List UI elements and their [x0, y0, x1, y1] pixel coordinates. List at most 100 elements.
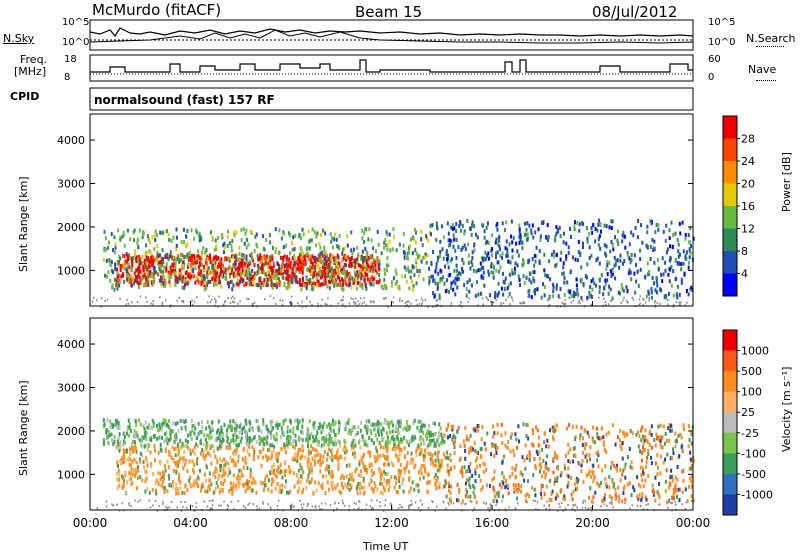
scatter-cell	[407, 256, 410, 261]
scatter-cell	[518, 439, 521, 444]
scatter-cell	[234, 267, 237, 272]
scatter-cell	[362, 259, 365, 264]
scatter-cell	[438, 468, 441, 473]
scatter-cell	[450, 424, 453, 429]
scatter-cell	[664, 489, 667, 494]
scatter-cell	[291, 444, 294, 449]
scatter-cell	[138, 228, 141, 233]
scatter-cell	[533, 456, 536, 461]
scatter-cell	[426, 480, 429, 485]
scatter-cell	[147, 443, 150, 448]
scatter-cell	[678, 252, 681, 257]
scatter-cell	[609, 269, 612, 274]
scatter-cell	[178, 459, 181, 464]
scatter-cell	[148, 423, 151, 428]
scatter-cell	[274, 276, 277, 281]
scatter-cell	[270, 489, 273, 494]
scatter-cell	[404, 426, 407, 431]
scatter-cell	[218, 490, 221, 495]
scatter-cell	[270, 266, 273, 271]
scatter-cell	[476, 423, 479, 428]
noise-cell	[106, 298, 109, 301]
scatter-cell	[688, 287, 691, 292]
scatter-cell	[285, 270, 288, 275]
scatter-cell	[587, 495, 590, 500]
scatter-cell	[146, 265, 149, 270]
scatter-cell	[480, 455, 483, 460]
scatter-cell	[190, 253, 193, 258]
scatter-cell	[511, 471, 514, 476]
scatter-cell	[514, 432, 517, 437]
scatter-cell	[298, 233, 301, 238]
scatter-cell	[453, 237, 456, 242]
scatter-cell	[301, 421, 304, 426]
scatter-cell	[671, 474, 674, 479]
scatter-cell	[372, 489, 375, 494]
scatter-cell	[141, 261, 144, 266]
scatter-cell	[206, 271, 209, 276]
scatter-cell	[216, 460, 219, 465]
scatter-cell	[179, 252, 182, 257]
scatter-cell	[116, 286, 119, 291]
noise-cell	[290, 295, 293, 298]
scatter-cell	[240, 228, 243, 233]
scatter-cell	[202, 452, 205, 457]
scatter-cell	[181, 253, 184, 258]
scatter-cell	[452, 233, 455, 238]
scatter-cell	[370, 431, 373, 436]
scatter-cell	[170, 268, 173, 273]
scatter-cell	[283, 442, 286, 447]
scatter-cell	[436, 454, 439, 459]
scatter-cell	[144, 479, 147, 484]
scatter-cell	[553, 254, 556, 259]
scatter-cell	[573, 220, 576, 225]
scatter-cell	[244, 231, 247, 236]
noise-cell	[251, 302, 254, 305]
scatter-cell	[272, 268, 275, 273]
scatter-cell	[232, 255, 235, 260]
scatter-cell	[538, 469, 541, 474]
scatter-cell	[177, 449, 180, 454]
scatter-cell	[286, 255, 289, 260]
scatter-cell	[466, 490, 469, 495]
scatter-cell	[153, 276, 156, 281]
scatter-cell	[232, 473, 235, 478]
scatter-cell	[241, 258, 244, 263]
scatter-cell	[417, 273, 420, 278]
scatter-cell	[525, 227, 528, 232]
scatter-cell	[400, 447, 403, 452]
scatter-cell	[624, 497, 627, 502]
scatter-cell	[162, 420, 165, 425]
scatter-cell	[215, 254, 218, 259]
scatter-cell	[493, 469, 496, 474]
scatter-cell	[174, 282, 177, 287]
scatter-cell	[244, 460, 247, 465]
scatter-cell	[572, 446, 575, 451]
scatter-cell	[176, 443, 179, 448]
scatter-cell	[221, 433, 224, 438]
scatter-cell	[117, 228, 120, 233]
scatter-cell	[282, 255, 285, 260]
noise-cell	[618, 501, 620, 504]
scatter-cell	[461, 470, 464, 475]
scatter-cell	[455, 237, 458, 242]
scatter-cell	[498, 247, 501, 252]
scatter-cell	[373, 260, 376, 265]
scatter-cell	[211, 443, 214, 448]
scatter-cell	[234, 423, 237, 428]
scatter-cell	[353, 259, 356, 264]
scatter-cell	[331, 453, 334, 458]
scatter-cell	[253, 248, 256, 253]
scatter-cell	[359, 268, 362, 273]
scatter-cell	[464, 493, 467, 498]
scatter-cell	[340, 475, 343, 480]
scatter-cell	[651, 489, 654, 494]
scatter-cell	[536, 428, 539, 433]
scatter-cell	[169, 451, 172, 456]
scatter-cell	[318, 254, 321, 259]
scatter-cell	[397, 430, 400, 435]
scatter-cell	[277, 251, 280, 256]
scatter-cell	[508, 242, 511, 247]
noise-cell	[232, 508, 235, 511]
scatter-cell	[248, 452, 251, 457]
